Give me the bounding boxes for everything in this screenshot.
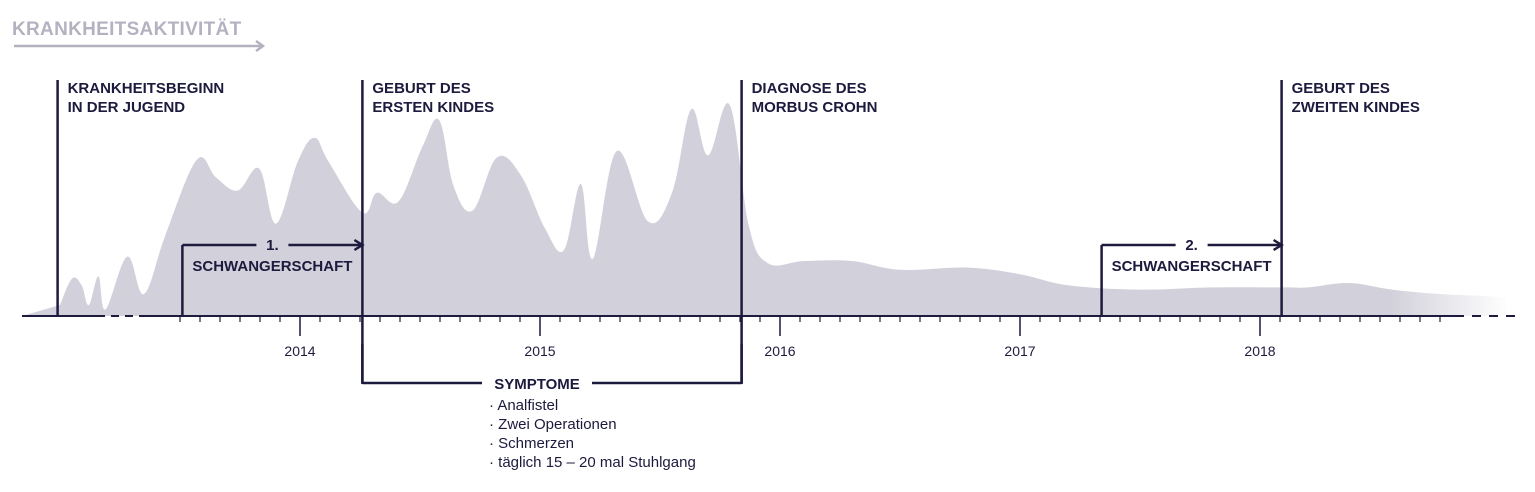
- chart-title: KRANKHEITSAKTIVITÄT: [12, 19, 242, 40]
- pregnancy-arrow-head: [1272, 238, 1284, 252]
- event-label: GEBURT DES: [1292, 80, 1390, 97]
- event-label: KRANKHEITSBEGINN: [68, 80, 225, 97]
- symptoms-title: SYMPTOME: [494, 376, 580, 393]
- event-label: IN DER JUGEND: [68, 99, 186, 116]
- x-tick-label: 2018: [1244, 343, 1275, 359]
- event-label: ERSTEN KINDES: [372, 99, 494, 116]
- event-label: DIAGNOSE DES: [752, 80, 867, 97]
- activity-area: [22, 103, 1508, 316]
- event-label: MORBUS CROHN: [752, 99, 878, 116]
- pregnancy-label: SCHWANGERSCHAFT: [1112, 258, 1272, 275]
- pregnancy-label: SCHWANGERSCHAFT: [192, 258, 352, 275]
- x-tick-label: 2015: [524, 343, 555, 359]
- pregnancy-number: 1.: [266, 237, 279, 254]
- event-label: ZWEITEN KINDES: [1292, 99, 1420, 116]
- x-tick-label: 2014: [284, 343, 315, 359]
- symptom-item: · Schmerzen: [489, 435, 574, 452]
- symptom-item: · Analfistel: [489, 397, 558, 414]
- symptom-item: · Zwei Operationen: [489, 416, 617, 433]
- symptom-item: · täglich 15 – 20 mal Stuhlgang: [489, 454, 696, 471]
- event-label: GEBURT DES: [372, 80, 470, 97]
- x-tick-label: 2016: [764, 343, 795, 359]
- pregnancy-arrow-head: [353, 238, 365, 252]
- title-arrow-head: [255, 39, 266, 53]
- x-tick-label: 2017: [1004, 343, 1035, 359]
- pregnancy-number: 2.: [1185, 237, 1198, 254]
- activity-area-fade: [1390, 200, 1510, 317]
